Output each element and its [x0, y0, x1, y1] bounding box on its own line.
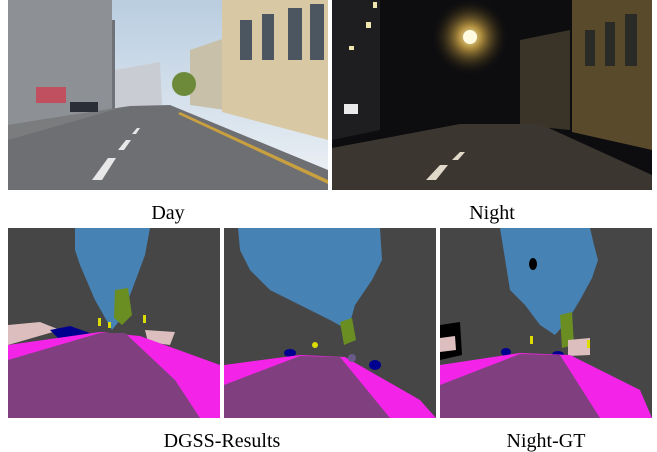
day-photo: [8, 0, 328, 190]
caption-dgss-results: DGSS-Results: [164, 430, 281, 452]
caption-day: Day: [151, 202, 184, 224]
dgss-segmentation-2: [224, 228, 436, 418]
dgss-segmentation-1: [8, 228, 220, 418]
night-photo: [332, 0, 652, 190]
night-gt-segmentation: [440, 228, 652, 418]
caption-night: Night: [469, 202, 515, 224]
caption-night-gt: Night-GT: [507, 430, 586, 452]
